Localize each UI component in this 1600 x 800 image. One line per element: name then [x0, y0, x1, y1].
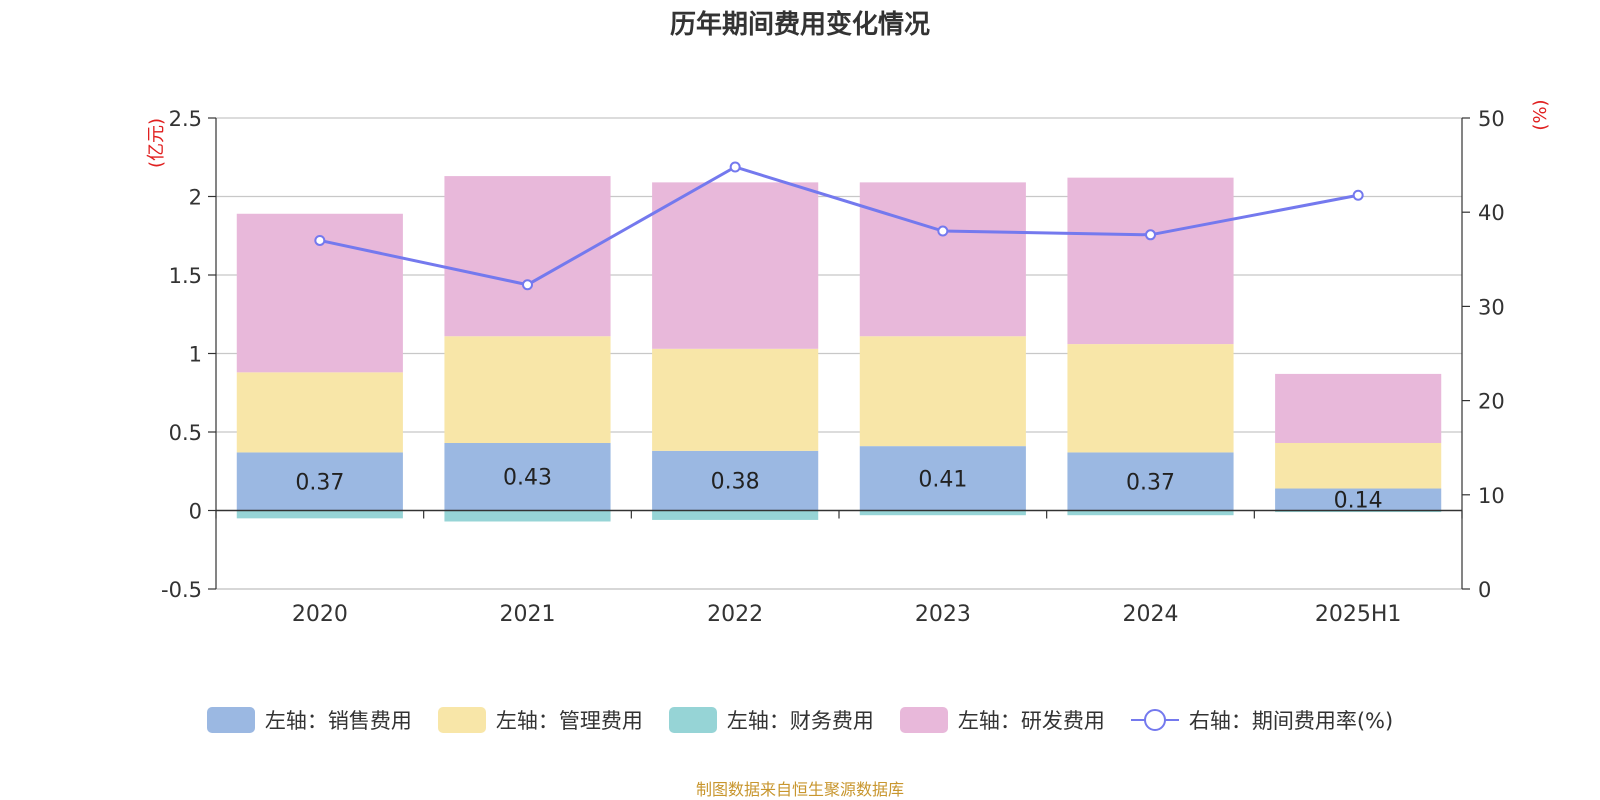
bar-segment [444, 442, 611, 511]
category-label: 2021 [500, 602, 556, 627]
bar-segment [859, 510, 1026, 516]
category-label: 2023 [915, 602, 971, 627]
legend-line-marker [1130, 709, 1179, 731]
chart-title: 历年期间费用变化情况 [669, 10, 930, 40]
data-label: 0.14 [1334, 489, 1383, 514]
bar-segment [444, 510, 611, 522]
legend-label: 左轴：研发费用 [957, 709, 1105, 733]
right-tick-label: 0 [1478, 578, 1491, 602]
legend-label: 右轴：期间费用率(%) [1188, 709, 1394, 733]
right-tick-label: 40 [1478, 201, 1505, 225]
bar-segment [444, 336, 611, 443]
data-labels: 0.37 0.43 0.38 0.41 0.37 0.14 [295, 466, 1382, 514]
bar-segment [652, 348, 819, 451]
legend-label: 左轴：财务费用 [726, 709, 874, 733]
legend-item[interactable]: 左轴：财务费用 [668, 705, 874, 735]
left-tick-label: 0.5 [169, 421, 202, 445]
left-tick-label: 1 [189, 343, 202, 367]
bar-segment [859, 182, 1026, 337]
rate-point [314, 234, 326, 246]
left-tick-label: 0 [189, 500, 202, 524]
right-tick-label: 50 [1478, 107, 1505, 131]
legend-swatch [206, 707, 255, 733]
right-tick-label: 30 [1478, 295, 1505, 319]
rate-point [522, 279, 533, 291]
legend-item[interactable]: 左轴：管理费用 [437, 705, 643, 735]
data-label: 0.43 [503, 466, 552, 491]
axes: -0.5 0 0.5 1 1.5 2 2.5 0 10 20 30 40 50 (亿元) (%) 2020 20… [146, 99, 1551, 627]
rate-line [314, 161, 1364, 291]
rate-point [937, 225, 949, 237]
grid-lines [216, 117, 1462, 590]
category-label: 2024 [1123, 602, 1179, 627]
right-tick-label: 20 [1478, 390, 1505, 414]
bar-segment [859, 446, 1026, 511]
left-tick-label: 2 [189, 186, 202, 210]
bar-segment [1275, 488, 1442, 511]
legend-swatch [899, 707, 948, 733]
left-tick-label: 2.5 [169, 107, 202, 131]
data-label: 0.37 [295, 470, 344, 495]
bar-segment [1067, 452, 1234, 511]
rate-point [729, 161, 741, 173]
left-tick-label: 1.5 [169, 264, 202, 288]
data-label: 0.37 [1126, 470, 1175, 495]
data-label: 0.38 [711, 470, 760, 495]
legend-item[interactable]: 左轴：研发费用 [899, 705, 1105, 735]
legend: 左轴：销售费用 左轴：管理费用 左轴：财务费用 左轴：研发费用 右轴：期间费用率(%) [0, 705, 1600, 735]
right-axis-label: (%) [1530, 99, 1551, 130]
bar-segment [236, 372, 403, 453]
source-note: 制图数据来自恒生聚源数据库 [695, 780, 904, 799]
bar-segment [1067, 510, 1234, 516]
legend-item[interactable]: 左轴：销售费用 [206, 705, 412, 735]
legend-item[interactable]: 右轴：期间费用率(%) [1130, 705, 1394, 735]
bar-segment [859, 336, 1026, 447]
category-label: 2025H1 [1315, 602, 1402, 627]
left-axis-label: (亿元) [146, 118, 167, 168]
bar-segment [652, 182, 819, 349]
bar-segment [444, 176, 611, 337]
legend-label: 左轴：销售费用 [264, 709, 412, 733]
data-label: 0.41 [918, 467, 967, 492]
category-label: 2020 [292, 602, 348, 627]
bar-segment [1067, 177, 1234, 345]
category-label: 2022 [707, 602, 763, 627]
rate-line-path [319, 165, 1359, 287]
rate-point [1145, 229, 1156, 241]
bars [236, 176, 1442, 522]
bar-segment [236, 510, 403, 519]
legend-swatch [668, 707, 717, 733]
legend-label: 左轴：管理费用 [495, 709, 643, 733]
bar-segment [652, 510, 819, 520]
bar-segment [1275, 442, 1442, 489]
left-tick-label: -0.5 [161, 578, 202, 602]
rate-point [1352, 189, 1364, 201]
legend-swatch [437, 707, 486, 733]
bar-segment [1067, 344, 1234, 453]
bar-segment [236, 452, 403, 511]
bar-segment [1275, 373, 1442, 443]
right-tick-label: 10 [1478, 484, 1505, 508]
bar-segment [652, 450, 819, 511]
